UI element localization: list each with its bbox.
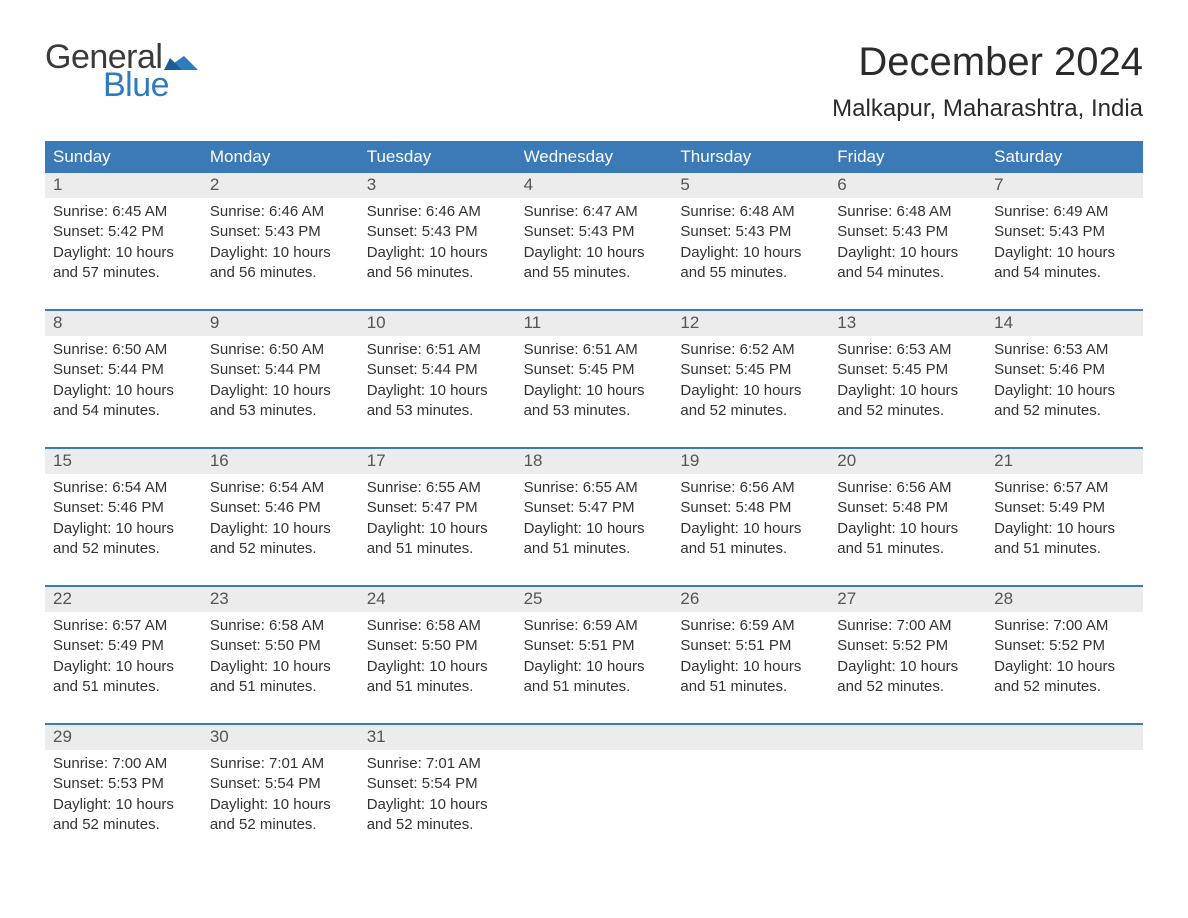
day-number: 24 (359, 587, 516, 612)
day-cell: Sunrise: 7:00 AMSunset: 5:52 PMDaylight:… (986, 612, 1143, 701)
location: Malkapur, Maharashtra, India (832, 95, 1143, 123)
day-number: 23 (202, 587, 359, 612)
day-cell: Sunrise: 6:50 AMSunset: 5:44 PMDaylight:… (45, 336, 202, 425)
day-number: 30 (202, 725, 359, 750)
day-cell: Sunrise: 6:58 AMSunset: 5:50 PMDaylight:… (202, 612, 359, 701)
day-cell: Sunrise: 6:59 AMSunset: 5:51 PMDaylight:… (516, 612, 673, 701)
day-number: 14 (986, 311, 1143, 336)
day-number: 12 (672, 311, 829, 336)
day-number: 28 (986, 587, 1143, 612)
day-number: 10 (359, 311, 516, 336)
day-number (672, 725, 829, 750)
day-number: 1 (45, 173, 202, 198)
day-number: 5 (672, 173, 829, 198)
day-number: 22 (45, 587, 202, 612)
day-body-row: Sunrise: 6:54 AMSunset: 5:46 PMDaylight:… (45, 474, 1143, 563)
weekday-header: Friday (829, 141, 986, 173)
day-number (516, 725, 673, 750)
day-number: 31 (359, 725, 516, 750)
day-cell: Sunrise: 6:58 AMSunset: 5:50 PMDaylight:… (359, 612, 516, 701)
day-number: 26 (672, 587, 829, 612)
day-number: 27 (829, 587, 986, 612)
day-cell: Sunrise: 6:54 AMSunset: 5:46 PMDaylight:… (45, 474, 202, 563)
day-cell (829, 750, 986, 839)
day-cell: Sunrise: 7:00 AMSunset: 5:52 PMDaylight:… (829, 612, 986, 701)
day-body-row: Sunrise: 6:45 AMSunset: 5:42 PMDaylight:… (45, 198, 1143, 287)
day-body-row: Sunrise: 7:00 AMSunset: 5:53 PMDaylight:… (45, 750, 1143, 839)
day-number: 17 (359, 449, 516, 474)
weekday-header-row: Sunday Monday Tuesday Wednesday Thursday… (45, 141, 1143, 173)
day-cell (672, 750, 829, 839)
day-number: 11 (516, 311, 673, 336)
day-cell: Sunrise: 6:52 AMSunset: 5:45 PMDaylight:… (672, 336, 829, 425)
day-cell: Sunrise: 6:57 AMSunset: 5:49 PMDaylight:… (45, 612, 202, 701)
day-cell: Sunrise: 6:55 AMSunset: 5:47 PMDaylight:… (516, 474, 673, 563)
day-number: 8 (45, 311, 202, 336)
day-number: 18 (516, 449, 673, 474)
day-body-row: Sunrise: 6:57 AMSunset: 5:49 PMDaylight:… (45, 612, 1143, 701)
logo-text-bottom: Blue (103, 68, 198, 102)
day-body-row: Sunrise: 6:50 AMSunset: 5:44 PMDaylight:… (45, 336, 1143, 425)
weekday-header: Sunday (45, 141, 202, 173)
day-number: 29 (45, 725, 202, 750)
header: General Blue December 2024 Malkapur, Mah… (45, 40, 1143, 123)
weeks-container: 1234567Sunrise: 6:45 AMSunset: 5:42 PMDa… (45, 173, 1143, 839)
day-number: 7 (986, 173, 1143, 198)
day-cell: Sunrise: 7:00 AMSunset: 5:53 PMDaylight:… (45, 750, 202, 839)
day-cell: Sunrise: 6:48 AMSunset: 5:43 PMDaylight:… (829, 198, 986, 287)
day-cell: Sunrise: 6:51 AMSunset: 5:44 PMDaylight:… (359, 336, 516, 425)
day-cell: Sunrise: 6:49 AMSunset: 5:43 PMDaylight:… (986, 198, 1143, 287)
day-number-row: 1234567 (45, 173, 1143, 198)
day-cell: Sunrise: 6:53 AMSunset: 5:46 PMDaylight:… (986, 336, 1143, 425)
day-number: 15 (45, 449, 202, 474)
calendar: Sunday Monday Tuesday Wednesday Thursday… (45, 141, 1143, 839)
weekday-header: Tuesday (359, 141, 516, 173)
day-cell: Sunrise: 7:01 AMSunset: 5:54 PMDaylight:… (202, 750, 359, 839)
logo: General Blue (45, 40, 198, 102)
day-number-row: 15161718192021 (45, 449, 1143, 474)
day-cell: Sunrise: 6:45 AMSunset: 5:42 PMDaylight:… (45, 198, 202, 287)
day-cell: Sunrise: 6:51 AMSunset: 5:45 PMDaylight:… (516, 336, 673, 425)
day-number (829, 725, 986, 750)
weekday-header: Monday (202, 141, 359, 173)
day-number-row: 22232425262728 (45, 587, 1143, 612)
day-number: 2 (202, 173, 359, 198)
day-number: 20 (829, 449, 986, 474)
title-block: December 2024 Malkapur, Maharashtra, Ind… (832, 40, 1143, 123)
day-number (986, 725, 1143, 750)
day-number-row: 293031 (45, 725, 1143, 750)
day-number: 6 (829, 173, 986, 198)
day-number: 13 (829, 311, 986, 336)
day-number: 16 (202, 449, 359, 474)
weekday-header: Saturday (986, 141, 1143, 173)
day-cell: Sunrise: 6:55 AMSunset: 5:47 PMDaylight:… (359, 474, 516, 563)
day-cell: Sunrise: 6:59 AMSunset: 5:51 PMDaylight:… (672, 612, 829, 701)
day-cell: Sunrise: 6:47 AMSunset: 5:43 PMDaylight:… (516, 198, 673, 287)
day-number-row: 891011121314 (45, 311, 1143, 336)
day-cell: Sunrise: 6:57 AMSunset: 5:49 PMDaylight:… (986, 474, 1143, 563)
day-cell: Sunrise: 6:53 AMSunset: 5:45 PMDaylight:… (829, 336, 986, 425)
flag-icon (164, 48, 198, 70)
day-cell: Sunrise: 6:56 AMSunset: 5:48 PMDaylight:… (672, 474, 829, 563)
month-title: December 2024 (832, 40, 1143, 85)
day-number: 25 (516, 587, 673, 612)
day-number: 9 (202, 311, 359, 336)
day-cell: Sunrise: 6:54 AMSunset: 5:46 PMDaylight:… (202, 474, 359, 563)
day-cell: Sunrise: 6:56 AMSunset: 5:48 PMDaylight:… (829, 474, 986, 563)
day-cell: Sunrise: 6:46 AMSunset: 5:43 PMDaylight:… (202, 198, 359, 287)
day-cell: Sunrise: 7:01 AMSunset: 5:54 PMDaylight:… (359, 750, 516, 839)
day-cell (516, 750, 673, 839)
day-cell: Sunrise: 6:48 AMSunset: 5:43 PMDaylight:… (672, 198, 829, 287)
weekday-header: Wednesday (516, 141, 673, 173)
day-cell: Sunrise: 6:46 AMSunset: 5:43 PMDaylight:… (359, 198, 516, 287)
day-cell (986, 750, 1143, 839)
day-number: 3 (359, 173, 516, 198)
day-number: 19 (672, 449, 829, 474)
day-number: 21 (986, 449, 1143, 474)
day-number: 4 (516, 173, 673, 198)
day-cell: Sunrise: 6:50 AMSunset: 5:44 PMDaylight:… (202, 336, 359, 425)
weekday-header: Thursday (672, 141, 829, 173)
